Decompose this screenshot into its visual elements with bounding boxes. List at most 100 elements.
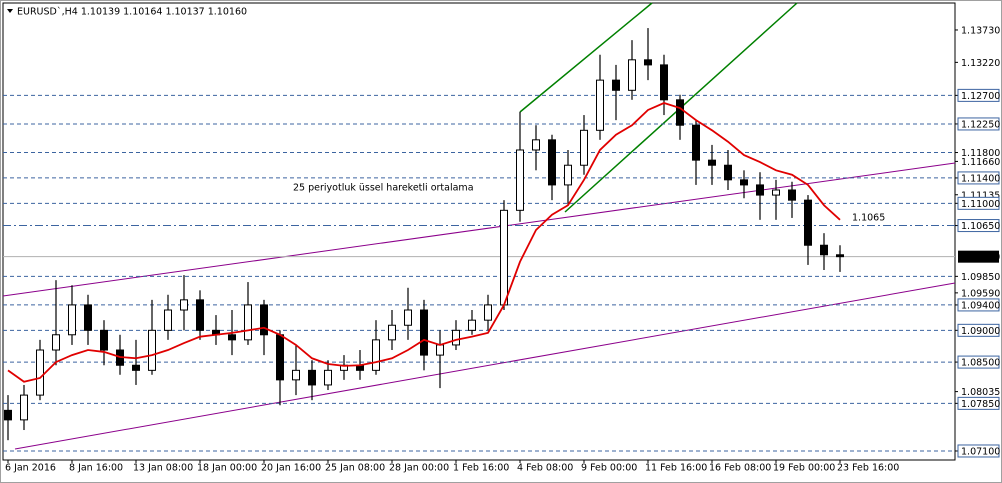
candle-body — [292, 369, 300, 381]
y-tick-box — [957, 444, 1000, 458]
candle-body — [132, 364, 140, 371]
y-tick-label: 1.07850 — [961, 399, 1000, 410]
x-tick-label: 19 Feb 00:00 — [773, 463, 835, 474]
y-tick-label: 1.11400 — [961, 173, 1000, 184]
candle-body — [548, 139, 556, 186]
y-tick-box — [957, 219, 1000, 233]
x-tick-label: 4 Feb 08:00 — [517, 463, 573, 474]
candle-body — [228, 334, 236, 341]
candle-body — [708, 159, 716, 166]
x-tick-label: 8 Jan 16:00 — [69, 463, 123, 474]
candle-body — [692, 124, 700, 161]
y-tick-label: 1.07100 — [961, 446, 1000, 457]
candle-body — [724, 164, 732, 181]
y-tick-label: 1.13730 — [961, 25, 1000, 36]
y-tick-box — [957, 355, 1000, 369]
y-tick-label: 1.09400 — [961, 300, 1000, 311]
trend-line — [14, 282, 956, 450]
candle-body — [660, 64, 668, 101]
trend-line — [2, 162, 956, 297]
candle-body — [676, 99, 684, 126]
level-annotation: 1.1065 — [852, 213, 885, 224]
candle-body — [500, 209, 508, 306]
y-tick-box — [957, 117, 1000, 131]
candle-body — [20, 394, 28, 421]
candle-body — [596, 79, 604, 131]
x-tick-label: 11 Feb 16:00 — [645, 463, 707, 474]
x-tick-label: 6 Jan 2016 — [5, 463, 56, 474]
candle-body — [644, 59, 652, 66]
candle-body — [276, 334, 284, 381]
x-tick-label: 25 Jan 08:00 — [325, 463, 385, 474]
candle-body — [244, 304, 252, 341]
candle-body — [164, 309, 172, 331]
candle-body — [532, 139, 540, 151]
chart-title: EURUSD`,H4 1.10139 1.10164 1.10137 1.101… — [17, 7, 247, 18]
candle-body — [68, 304, 76, 336]
candle-body — [468, 319, 476, 331]
candle-body — [516, 149, 524, 211]
x-tick-label: 28 Jan 00:00 — [389, 463, 449, 474]
ema-line — [7, 102, 841, 383]
x-tick-label: 18 Jan 00:00 — [197, 463, 257, 474]
y-tick-label: 1.12700 — [961, 91, 1000, 102]
candle-body — [100, 329, 108, 351]
y-tick-label: 1.11135 — [961, 190, 1000, 201]
y-tick-label: 1.10650 — [961, 221, 1000, 232]
ema-annotation: 25 periyotluk üssel hareketli ortalama — [293, 183, 474, 194]
candle-body — [756, 184, 764, 196]
x-tick-label: 9 Feb 00:00 — [581, 463, 637, 474]
x-tick-label: 23 Feb 16:00 — [837, 463, 899, 474]
candle-body — [772, 189, 780, 196]
y-tick-box — [957, 323, 1000, 337]
x-tick-label: 16 Feb 08:00 — [709, 463, 771, 474]
y-tick-box — [957, 88, 1000, 102]
x-tick-label: 13 Jan 08:00 — [133, 463, 193, 474]
candle-body — [804, 199, 812, 246]
candle-body — [324, 369, 332, 386]
candle-body — [564, 164, 572, 186]
y-tick-label: 1.11660 — [961, 157, 1000, 168]
candle-body — [36, 349, 44, 396]
candle-body — [148, 329, 156, 371]
candle-body — [52, 334, 60, 351]
last-price-label: 1.10160 — [961, 252, 1000, 263]
y-tick-box — [957, 196, 1000, 210]
candle-body — [484, 304, 492, 321]
candle-body — [436, 344, 444, 356]
candle-body — [836, 254, 844, 258]
y-tick-label: 1.09590 — [961, 288, 1000, 299]
x-tick-label: 1 Feb 16:00 — [453, 463, 509, 474]
candle-body — [628, 59, 636, 91]
y-tick-box — [957, 171, 1000, 185]
candle-body — [4, 409, 12, 421]
candle-body — [260, 304, 268, 336]
candle-body — [404, 309, 412, 326]
candle-body — [788, 189, 796, 201]
y-tick-label: 1.09000 — [961, 326, 1000, 337]
candle-body — [580, 129, 588, 166]
y-tick-label: 1.12250 — [961, 119, 1000, 130]
candle-body — [820, 244, 828, 256]
channel-line — [519, 2, 653, 113]
last-price-box — [958, 250, 999, 263]
y-tick-box — [957, 396, 1000, 410]
y-tick-label: 1.08035 — [961, 387, 1000, 398]
y-tick-label: 1.11000 — [961, 199, 1000, 210]
candle-body — [84, 304, 92, 331]
candle-body — [180, 299, 188, 311]
candle-body — [420, 309, 428, 356]
candle-body — [372, 339, 380, 371]
y-tick-label: 1.09850 — [961, 272, 1000, 283]
candle-body — [612, 79, 620, 91]
plot-frame — [2, 2, 956, 461]
candle-body — [452, 329, 460, 346]
x-tick-label: 20 Jan 16:00 — [261, 463, 321, 474]
y-tick-label: 1.13220 — [961, 58, 1000, 69]
candle-body — [740, 179, 748, 186]
y-tick-label: 1.08500 — [961, 358, 1000, 369]
candle-body — [308, 369, 316, 386]
y-tick-box — [957, 298, 1000, 312]
menu-triangle[interactable] — [7, 9, 13, 13]
